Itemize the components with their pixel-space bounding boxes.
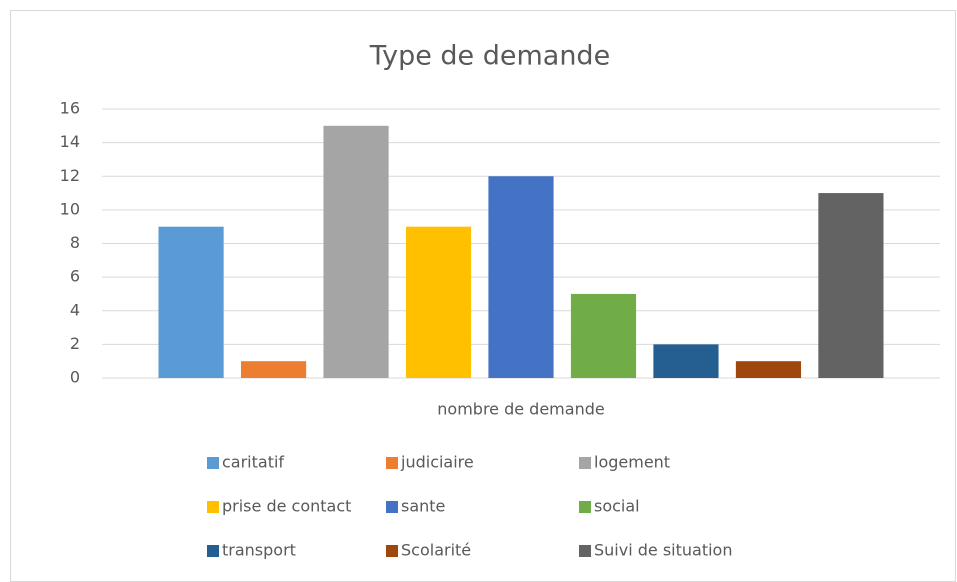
bar bbox=[405, 226, 472, 378]
bar bbox=[488, 176, 554, 378]
y-tick-label: 0 bbox=[70, 368, 80, 387]
legend-swatch bbox=[207, 457, 219, 469]
chart-border bbox=[10, 10, 956, 582]
legend-swatch bbox=[386, 545, 398, 557]
y-tick-label: 2 bbox=[70, 334, 80, 353]
y-tick-label: 6 bbox=[70, 267, 80, 286]
legend-swatch bbox=[579, 501, 591, 513]
bar bbox=[158, 226, 224, 378]
chart-title: Type de demande bbox=[369, 41, 610, 72]
legend-swatch bbox=[207, 501, 219, 513]
legend-swatch bbox=[386, 457, 398, 469]
legend-label: Suivi de situation bbox=[594, 541, 732, 560]
legend-label: social bbox=[594, 497, 640, 516]
bar bbox=[818, 193, 884, 378]
y-tick-label: 16 bbox=[60, 99, 80, 118]
legend-label: caritatif bbox=[222, 453, 284, 472]
legend-label: judiciaire bbox=[400, 453, 474, 472]
y-tick-label: 4 bbox=[70, 300, 80, 319]
legend-label: prise de contact bbox=[222, 497, 351, 516]
legend-swatch bbox=[579, 545, 591, 557]
bar bbox=[240, 361, 307, 378]
legend-label: transport bbox=[222, 541, 296, 560]
legend-label: Scolarité bbox=[401, 541, 471, 560]
bar bbox=[653, 344, 719, 378]
y-tick-label: 14 bbox=[60, 132, 80, 151]
y-tick-label: 8 bbox=[70, 233, 80, 252]
x-axis-label: nombre de demande bbox=[437, 400, 604, 419]
bar bbox=[735, 361, 802, 378]
bar bbox=[570, 293, 637, 378]
y-tick-label: 10 bbox=[60, 199, 80, 218]
legend-swatch bbox=[207, 545, 219, 557]
y-tick-label: 12 bbox=[60, 166, 80, 185]
legend-swatch bbox=[579, 457, 591, 469]
legend-label: logement bbox=[594, 453, 670, 472]
bar bbox=[323, 125, 389, 378]
legend-label: sante bbox=[401, 497, 445, 516]
legend-swatch bbox=[386, 501, 398, 513]
